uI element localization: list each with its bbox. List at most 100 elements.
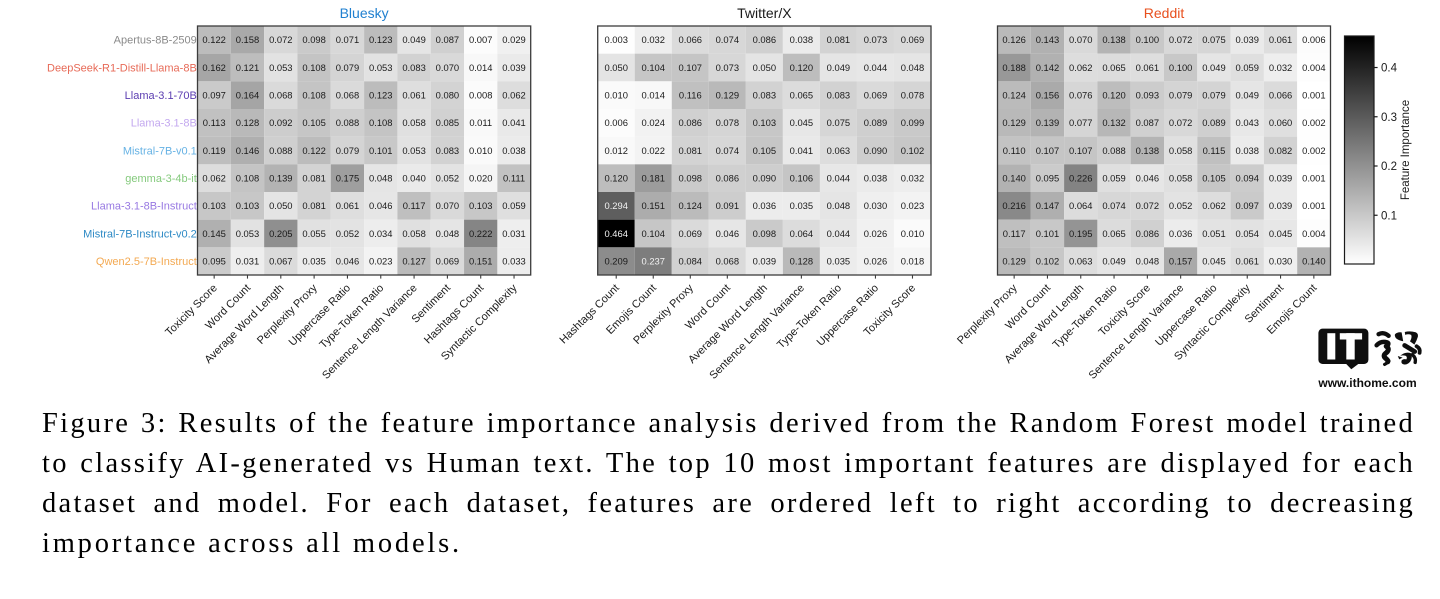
svg-text:0.026: 0.026: [864, 256, 887, 267]
svg-text:0.083: 0.083: [402, 62, 425, 73]
svg-text:0.075: 0.075: [1202, 34, 1225, 45]
svg-text:0.099: 0.099: [901, 117, 924, 128]
svg-text:0.117: 0.117: [403, 200, 426, 211]
svg-text:0.010: 0.010: [901, 228, 924, 239]
svg-text:0.038: 0.038: [864, 173, 887, 184]
svg-text:0.127: 0.127: [402, 256, 425, 267]
svg-text:0.045: 0.045: [1269, 228, 1292, 239]
svg-text:0.085: 0.085: [436, 117, 459, 128]
svg-text:0.046: 0.046: [1136, 173, 1159, 184]
svg-text:0.045: 0.045: [790, 117, 813, 128]
svg-text:0.205: 0.205: [269, 228, 292, 239]
svg-text:0.065: 0.065: [1102, 62, 1125, 73]
svg-text:Mistral-7B-v0.1: Mistral-7B-v0.1: [123, 145, 197, 157]
svg-text:0.209: 0.209: [604, 256, 627, 267]
svg-text:0.006: 0.006: [1302, 34, 1325, 45]
svg-text:0.049: 0.049: [1202, 62, 1225, 73]
svg-text:0.105: 0.105: [753, 145, 776, 156]
svg-text:0.068: 0.068: [336, 90, 359, 101]
svg-text:0.069: 0.069: [436, 256, 459, 267]
svg-text:0.140: 0.140: [1002, 173, 1025, 184]
svg-text:0.001: 0.001: [1302, 90, 1325, 101]
svg-text:0.132: 0.132: [1102, 117, 1125, 128]
svg-text:0.039: 0.039: [502, 62, 525, 73]
svg-text:0.108: 0.108: [302, 62, 325, 73]
svg-text:0.157: 0.157: [1169, 256, 1192, 267]
svg-text:0.030: 0.030: [1269, 256, 1292, 267]
svg-text:0.039: 0.039: [1269, 173, 1292, 184]
svg-text:0.102: 0.102: [901, 145, 924, 156]
svg-text:0.093: 0.093: [1136, 90, 1159, 101]
svg-text:0.038: 0.038: [790, 34, 813, 45]
svg-text:0.035: 0.035: [827, 256, 850, 267]
svg-text:0.129: 0.129: [1002, 117, 1025, 128]
svg-text:0.464: 0.464: [604, 228, 627, 239]
svg-text:0.040: 0.040: [402, 173, 425, 184]
svg-text:0.119: 0.119: [203, 145, 226, 156]
svg-text:0.062: 0.062: [202, 173, 225, 184]
svg-text:Reddit: Reddit: [1144, 5, 1185, 21]
svg-text:0.123: 0.123: [369, 90, 392, 101]
svg-text:0.151: 0.151: [642, 200, 665, 211]
svg-text:0.065: 0.065: [790, 90, 813, 101]
svg-text:0.081: 0.081: [302, 173, 325, 184]
svg-text:0.061: 0.061: [402, 90, 425, 101]
svg-text:0.051: 0.051: [1202, 228, 1225, 239]
svg-text:0.058: 0.058: [402, 228, 425, 239]
svg-text:0.002: 0.002: [1302, 145, 1325, 156]
svg-text:0.088: 0.088: [269, 145, 292, 156]
svg-text:0.069: 0.069: [679, 228, 702, 239]
svg-text:0.104: 0.104: [642, 228, 665, 239]
svg-text:0.098: 0.098: [679, 173, 702, 184]
svg-text:0.008: 0.008: [469, 90, 492, 101]
svg-text:0.041: 0.041: [790, 145, 813, 156]
svg-text:0.126: 0.126: [1002, 34, 1025, 45]
svg-text:Mistral-7B-Instruct-v0.2: Mistral-7B-Instruct-v0.2: [83, 228, 197, 240]
svg-text:0.103: 0.103: [236, 200, 259, 211]
svg-text:0.128: 0.128: [236, 117, 259, 128]
svg-text:0.003: 0.003: [604, 34, 627, 45]
svg-text:0.098: 0.098: [753, 228, 776, 239]
svg-text:0.055: 0.055: [302, 228, 325, 239]
svg-text:0.035: 0.035: [302, 256, 325, 267]
svg-text:0.030: 0.030: [864, 200, 887, 211]
svg-text:0.158: 0.158: [236, 34, 259, 45]
svg-text:0.004: 0.004: [1302, 228, 1325, 239]
svg-text:0.156: 0.156: [1036, 90, 1059, 101]
svg-text:DeepSeek-R1-Distill-Llama-8B: DeepSeek-R1-Distill-Llama-8B: [47, 62, 197, 74]
svg-text:0.044: 0.044: [864, 62, 887, 73]
svg-text:0.062: 0.062: [1069, 62, 1092, 73]
svg-text:0.089: 0.089: [1202, 117, 1225, 128]
svg-text:0.188: 0.188: [1002, 62, 1025, 73]
svg-text:0.079: 0.079: [336, 62, 359, 73]
svg-text:0.046: 0.046: [336, 256, 359, 267]
svg-text:0.116: 0.116: [679, 90, 702, 101]
svg-text:0.124: 0.124: [679, 200, 702, 211]
svg-text:0.138: 0.138: [1102, 34, 1125, 45]
svg-text:0.002: 0.002: [1302, 117, 1325, 128]
svg-text:0.110: 0.110: [1003, 145, 1026, 156]
svg-text:0.004: 0.004: [1302, 62, 1325, 73]
svg-text:0.048: 0.048: [369, 173, 392, 184]
svg-text:0.082: 0.082: [1269, 145, 1292, 156]
svg-text:0.079: 0.079: [1202, 90, 1225, 101]
svg-text:0.108: 0.108: [302, 90, 325, 101]
svg-text:0.107: 0.107: [1036, 145, 1059, 156]
svg-text:0.120: 0.120: [790, 62, 813, 73]
svg-text:0.001: 0.001: [1302, 173, 1325, 184]
svg-text:0.079: 0.079: [336, 145, 359, 156]
svg-text:0.061: 0.061: [1236, 256, 1259, 267]
svg-text:0.115: 0.115: [1203, 145, 1226, 156]
svg-text:0.095: 0.095: [202, 256, 225, 267]
svg-text:0.069: 0.069: [864, 90, 887, 101]
svg-text:0.097: 0.097: [202, 90, 225, 101]
svg-text:0.046: 0.046: [369, 200, 392, 211]
svg-text:0.138: 0.138: [1136, 145, 1159, 156]
svg-text:Uppercase Ratio: Uppercase Ratio: [1153, 282, 1219, 348]
svg-text:Twitter/X: Twitter/X: [737, 5, 792, 21]
svg-text:0.088: 0.088: [1102, 145, 1125, 156]
svg-text:0.146: 0.146: [236, 145, 259, 156]
svg-text:0.071: 0.071: [336, 34, 359, 45]
svg-text:0.097: 0.097: [1236, 200, 1259, 211]
svg-text:0.035: 0.035: [790, 200, 813, 211]
